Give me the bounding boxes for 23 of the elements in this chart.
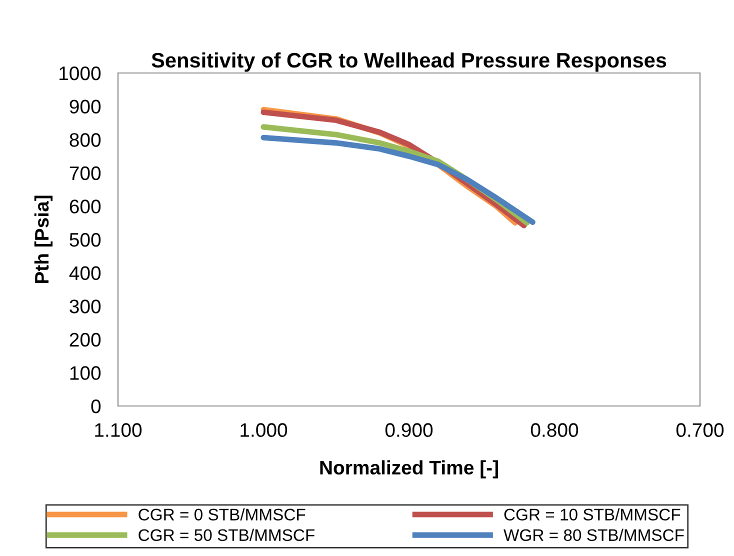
y-tick-label: 900 [70,100,101,114]
y-tick-label: 800 [70,133,101,147]
y-axis-title: Pth [Psia] [34,196,53,284]
y-tick-label: 300 [70,300,101,314]
x-tick-label: 1.100 [95,423,142,437]
chart-title: Sensitivity of CGR to Wellhead Pressure Responses [152,52,666,72]
legend-label: CGR = 50 STB/MMSCF [138,528,314,542]
y-tick-label: 200 [70,332,101,347]
legend-label: WGR = 80 STB/MMSCF [504,528,684,542]
y-tick-label: 700 [70,166,101,180]
y-tick-label: 600 [70,200,101,214]
legend-label: CGR = 10 STB/MMSCF [504,508,680,521]
y-tick-label: 1000 [60,66,101,80]
x-tick-label: 0.900 [385,423,433,437]
y-tick-label: 100 [70,366,101,380]
y-tick-label: 400 [69,266,101,280]
x-tick-label: 1.000 [240,423,288,437]
legend-label: CGR = 0 STB/MMSCF [138,508,306,521]
x-axis-title: Normalized Time [-] [320,460,498,478]
x-tick-label: 0.700 [676,423,724,437]
x-tick-label: 0.800 [530,423,578,437]
y-tick-label: 0 [91,399,101,414]
y-tick-label: 500 [70,232,101,247]
